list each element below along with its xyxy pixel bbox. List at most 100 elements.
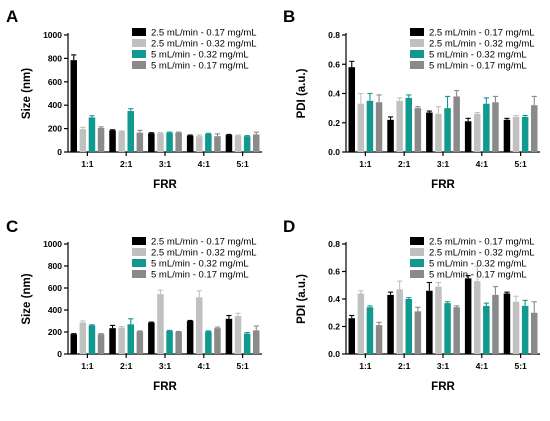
bar-c-s2-2-1 (118, 327, 125, 354)
y-tick-label: 0.2 (328, 322, 340, 332)
legend-swatch (132, 237, 146, 245)
bar-b-s2-1-1 (357, 103, 365, 152)
bar-b-s4-4-1 (492, 102, 499, 152)
bar-c-s3-2-1 (127, 324, 134, 354)
y-tick-label: 0.4 (328, 294, 340, 304)
y-tick-label: 1000 (43, 239, 62, 249)
x-tick-label: 2:1 (398, 361, 411, 371)
legend-entry: 2.5 mL/min - 0.32 mg/mL (429, 248, 535, 259)
x-axis-title: FRR (431, 179, 455, 191)
legend-swatch (132, 270, 146, 278)
legend-swatch (410, 50, 424, 58)
legend-entry: 5 mL/min - 0.32 mg/mL (429, 50, 527, 61)
bar-d-s2-1-1 (357, 293, 365, 354)
legend-entry: 5 mL/min - 0.32 mg/mL (429, 259, 527, 270)
bar-c-s1-2-1 (109, 328, 116, 354)
x-tick-label: 4:1 (198, 361, 211, 371)
y-tick-label: 0.4 (328, 89, 340, 99)
y-tick-label: 0.6 (328, 59, 340, 69)
bar-b-s4-1-1 (375, 102, 383, 152)
y-tick-label: 600 (48, 283, 62, 293)
chart-panel-a: A 0 200 400 600 800 1000 Size (nm) 1:1 2:1 3:1 4:1 5… (6, 7, 262, 191)
legend-entry: 2.5 mL/min - 0.32 mg/mL (429, 39, 535, 50)
bar-b-s4-2-1 (414, 108, 422, 152)
x-axis-title: FRR (153, 381, 177, 393)
bar-b-s1-5-1 (503, 119, 511, 152)
bar-a-s4-5-1 (253, 134, 260, 152)
legend-entry: 2.5 mL/min - 0.32 mg/mL (151, 248, 257, 259)
y-tick-label: 200 (48, 327, 62, 337)
bar-a-s1-2-1 (109, 130, 116, 152)
legend-swatch (132, 259, 146, 267)
bar-a-s2-3-1 (157, 133, 164, 152)
bar-c-s1-5-1 (225, 318, 233, 354)
y-tick-label: 800 (48, 261, 62, 271)
bar-d-s2-4-1 (474, 281, 481, 354)
y-axis-title: PDI (a.u.) (296, 274, 308, 324)
bar-c-s4-3-1 (175, 332, 182, 354)
legend-swatch (410, 259, 424, 267)
y-tick-label: 0.6 (328, 267, 340, 277)
x-tick-label: 3:1 (159, 361, 172, 371)
legend-entry: 2.5 mL/min - 0.32 mg/mL (151, 39, 257, 50)
panel-letter: D (283, 217, 295, 236)
legend-entry: 5 mL/min - 0.32 mg/mL (151, 50, 249, 61)
bar-b-s3-2-1 (405, 97, 412, 152)
bar-d-s2-5-1 (512, 301, 520, 354)
y-axis-title: PDI (a.u.) (296, 68, 308, 118)
bar-a-s4-3-1 (175, 132, 182, 152)
bar-c-s4-2-1 (136, 331, 144, 354)
x-tick-label: 2:1 (120, 159, 133, 169)
bar-b-s3-1-1 (366, 100, 374, 152)
bar-a-s2-5-1 (234, 135, 242, 152)
x-tick-label: 3:1 (437, 159, 450, 169)
legend-swatch (410, 28, 424, 36)
legend-entry: 2.5 mL/min - 0.17 mg/mL (151, 28, 257, 39)
y-tick-label: 0 (57, 349, 62, 359)
bar-a-s3-5-1 (243, 136, 251, 152)
chart-panel-c: C 0 200 400 600 800 1000 Size (nm) 1:1 2:1 3:1 4:1 5… (6, 217, 262, 393)
bar-c-s1-4-1 (186, 321, 194, 354)
y-tick-label: 600 (48, 77, 62, 87)
legend-entry: 5 mL/min - 0.17 mg/mL (151, 61, 249, 72)
x-tick-label: 2:1 (398, 159, 411, 169)
legend-entry: 2.5 mL/min - 0.17 mg/mL (429, 28, 535, 39)
y-axis-title: Size (nm) (21, 273, 33, 324)
chart-panel-d: D 0.0 0.2 0.4 0.6 0.8 PDI (a.u.) 1:1 2:1 3:1 4:1 5:… (283, 217, 540, 393)
y-tick-label: 0.0 (328, 147, 340, 157)
bar-c-s3-1-1 (88, 325, 96, 354)
bar-d-s4-5-1 (531, 312, 538, 354)
bar-c-s4-4-1 (214, 328, 221, 354)
x-tick-label: 4:1 (476, 361, 489, 371)
bar-b-s2-2-1 (396, 100, 403, 152)
bar-c-s2-3-1 (157, 294, 164, 354)
bar-a-s4-4-1 (214, 136, 221, 152)
bar-a-s2-4-1 (196, 136, 203, 152)
x-tick-label: 5:1 (236, 361, 249, 371)
legend-swatch (132, 248, 146, 256)
bar-c-s2-1-1 (79, 322, 87, 354)
x-tick-label: 4:1 (476, 159, 489, 169)
bar-a-s2-1-1 (79, 129, 87, 152)
x-tick-label: 5:1 (514, 361, 527, 371)
bar-b-s3-3-1 (444, 108, 451, 152)
bar-d-s2-3-1 (435, 286, 442, 354)
bar-a-s1-3-1 (148, 133, 155, 152)
bar-b-s1-2-1 (387, 119, 394, 152)
bar-b-s2-4-1 (474, 113, 481, 152)
y-tick-label: 400 (48, 305, 62, 315)
y-tick-label: 800 (48, 53, 62, 63)
bar-c-s3-4-1 (205, 331, 212, 354)
x-tick-label: 5:1 (514, 159, 527, 169)
bar-d-s3-1-1 (366, 307, 374, 354)
bar-d-s3-2-1 (405, 299, 412, 354)
legend-entry: 2.5 mL/min - 0.17 mg/mL (429, 237, 535, 248)
bar-b-s1-1-1 (348, 67, 355, 152)
bar-b-s2-5-1 (512, 116, 520, 152)
x-tick-label: 2:1 (120, 361, 133, 371)
y-axis-title: Size (nm) (21, 68, 33, 119)
bar-a-s1-4-1 (186, 135, 194, 152)
bar-c-s2-4-1 (196, 297, 203, 354)
x-tick-label: 4:1 (198, 159, 211, 169)
y-tick-label: 0.8 (328, 30, 340, 40)
